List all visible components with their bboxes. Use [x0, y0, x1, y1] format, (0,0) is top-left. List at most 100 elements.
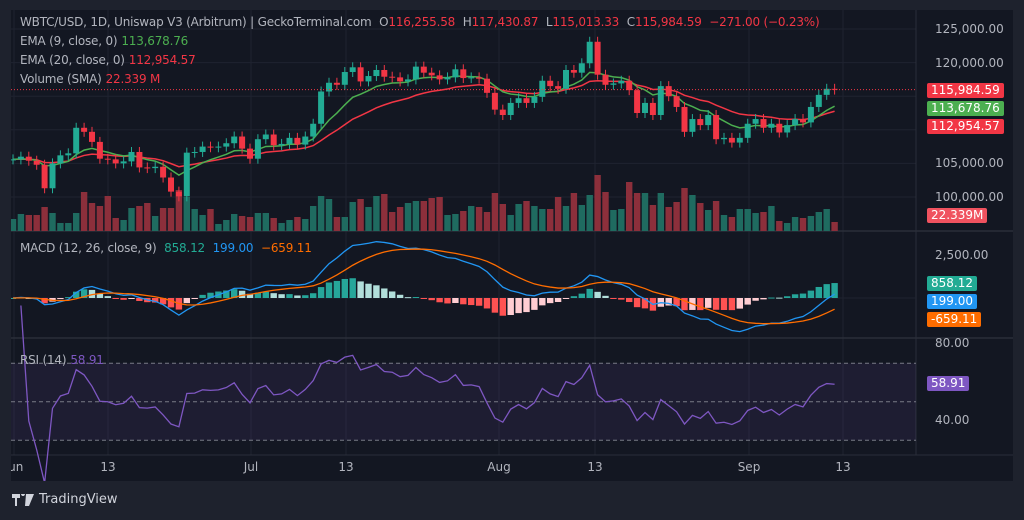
candle-body: [341, 72, 348, 85]
chart-area[interactable]: WBTC/USD, 1D, Uniswap V3 (Arbitrum) | Ge…: [11, 10, 1013, 481]
time-axis-label: 13: [587, 460, 603, 474]
ohlc-open: O116,255.58: [379, 15, 456, 29]
volume-bar: [302, 219, 309, 231]
macd-histogram-bar: [531, 298, 538, 310]
macd-histogram-bar: [475, 298, 483, 306]
macd-histogram-bar: [791, 294, 799, 298]
candle-body: [673, 96, 680, 107]
candle-body: [452, 69, 459, 78]
macd-histogram-bar: [120, 298, 127, 300]
candle-body: [807, 106, 814, 123]
volume-bar: [483, 212, 491, 231]
candle-body: [373, 69, 380, 77]
volume-bar: [404, 203, 412, 231]
macd-histogram-bar: [286, 294, 293, 298]
volume-bar: [578, 205, 585, 231]
candle-body: [563, 69, 569, 89]
candle-body: [215, 146, 222, 148]
candle-body: [642, 102, 648, 113]
tradingview-logo[interactable]: TradingView: [12, 492, 118, 507]
macd-histogram-bar: [760, 298, 767, 300]
volume-bar: [41, 207, 48, 231]
volume-bar: [57, 223, 64, 231]
candle-body: [586, 41, 593, 64]
volume-bar: [736, 209, 743, 231]
macd-histogram-bar: [428, 298, 435, 301]
volume-bar: [452, 214, 459, 231]
candle-body: [436, 75, 443, 80]
candle-body: [11, 159, 16, 161]
volume-bar: [815, 212, 822, 231]
macd-histogram-bar: [673, 298, 680, 307]
macd-histogram-bar: [96, 293, 104, 298]
candle-body: [491, 92, 498, 110]
macd-histogram-bar: [515, 298, 522, 314]
volume-bar: [744, 209, 751, 231]
macd-histogram-bar: [183, 298, 190, 304]
macd-histogram-bar: [547, 298, 554, 304]
macd-histogram-bar: [167, 298, 175, 308]
volume-bar: [294, 217, 301, 231]
volume-bar: [444, 215, 451, 231]
macd-histogram-tag: 858.12: [927, 276, 977, 291]
macd-histogram-bar: [776, 297, 783, 299]
volume-bar: [539, 209, 546, 231]
volume-bar: [649, 205, 657, 231]
candle-body: [705, 115, 712, 126]
volume-bar: [278, 223, 285, 231]
volume-bar: [349, 202, 356, 231]
macd-histogram-bar: [412, 297, 420, 299]
macd-histogram-bar: [468, 298, 475, 306]
candle-body: [728, 137, 735, 143]
volume-legend[interactable]: Volume (SMA) 22.339 M: [20, 72, 164, 86]
candle-body: [270, 134, 277, 146]
chart-canvas[interactable]: [11, 10, 1013, 481]
macd-histogram-bar: [57, 298, 64, 300]
ema20-legend[interactable]: EMA (20, close, 0) 112,954.57: [20, 53, 200, 67]
ema9-line: [12, 71, 835, 177]
candle-body: [721, 137, 727, 140]
candle-body: [73, 127, 80, 154]
macd-value: 199.00: [212, 241, 254, 255]
rsi-value: 58.91: [70, 353, 104, 367]
candle-body: [405, 79, 411, 82]
volume-bar: [254, 213, 262, 231]
tradingview-logo-icon: [12, 493, 34, 506]
macd-histogram-bar: [784, 296, 791, 298]
volume-bar: [475, 207, 483, 231]
candle-body: [507, 102, 514, 116]
time-axis-label: Aug: [487, 460, 511, 474]
macd-histogram-bar: [460, 298, 467, 305]
rsi-line: [20, 305, 835, 481]
macd-histogram-bar: [602, 295, 609, 298]
ema20-line: [12, 79, 835, 168]
macd-histogram-bar: [207, 292, 214, 298]
macd-histogram-bar: [499, 298, 506, 316]
ema9-legend[interactable]: EMA (9, close, 0) 113,678.76: [20, 34, 192, 48]
candle-body: [823, 88, 830, 95]
macd-histogram-bar: [420, 298, 427, 299]
candle-body: [81, 127, 88, 132]
rsi-axis-label: 40.00: [935, 413, 970, 427]
rsi-legend[interactable]: RSI (14) 58.91: [20, 353, 108, 367]
macd-histogram-bar: [823, 284, 830, 298]
volume-bar: [25, 215, 32, 231]
volume-bar: [396, 207, 404, 231]
macd-histogram-bar: [278, 294, 285, 298]
macd-histogram-bar: [807, 290, 815, 298]
volume-bar: [215, 224, 222, 231]
volume-bar: [712, 201, 720, 231]
volume-bar: [11, 219, 17, 231]
macd-histogram-bar: [452, 298, 459, 303]
macd-legend[interactable]: MACD (12, 26, close, 9) 858.12 199.00 −6…: [20, 241, 316, 255]
volume-bar: [223, 220, 230, 231]
volume-bar: [752, 213, 759, 231]
candle-body: [460, 69, 467, 79]
volume-bar: [262, 213, 269, 231]
volume-bar: [673, 202, 680, 231]
candle-body: [144, 167, 151, 169]
macd-line-tag: 199.00: [927, 294, 977, 309]
macd-signal-line: [12, 248, 835, 325]
candle-body: [326, 82, 332, 92]
macd-histogram-bar: [104, 296, 111, 298]
